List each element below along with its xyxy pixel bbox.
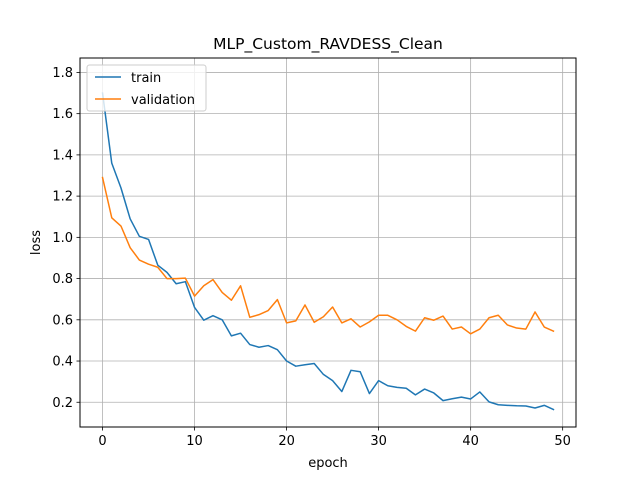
y-tick-label: 0.4 [52,355,73,370]
y-tick-label: 1.0 [52,231,73,246]
series-line-train [101,92,555,411]
x-axis-label: epoch [308,456,348,471]
series-line-validation [101,176,555,335]
legend-label-validation: validation [131,93,195,108]
x-tick-label: 30 [370,434,387,449]
y-axis-label: loss [29,230,44,255]
legend-label-train: train [131,71,161,86]
y-tick-label: 0.8 [52,272,73,287]
legend: train validation [86,64,207,112]
chart-title: MLP_Custom_RAVDESS_Clean [213,35,443,54]
x-tick-label: 50 [554,434,571,449]
y-tick-label: 1.2 [52,190,73,205]
y-tick-label: 0.6 [52,313,73,328]
y-tick-label: 1.8 [52,66,73,81]
x-tick-label: 0 [98,434,106,449]
x-tick-label: 40 [462,434,479,449]
axes-frame [79,57,577,428]
series-layer [101,92,555,411]
x-tick-label: 10 [186,434,203,449]
y-tick-label: 1.4 [52,148,73,163]
ticks: 0 10 20 30 40 50 0.2 0.4 0.6 0.8 1.0 1.2 1.4 1.6 1.8 [52,66,571,449]
y-tick-label: 0.2 [52,396,73,411]
y-tick-label: 1.6 [52,107,73,122]
grid [80,58,576,427]
x-tick-label: 20 [278,434,295,449]
